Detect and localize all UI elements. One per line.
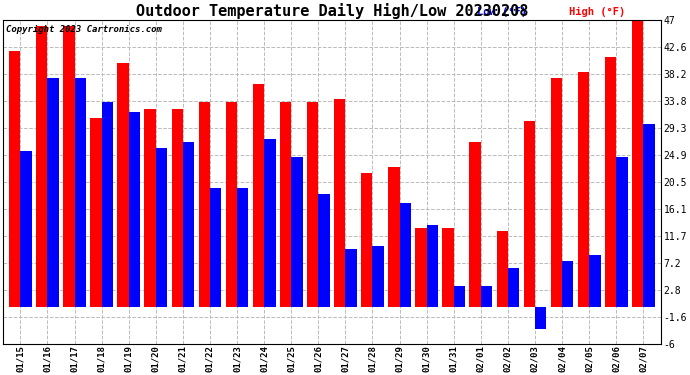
Bar — [361, 173, 373, 307]
Text: Low (°F): Low (°F) — [477, 7, 526, 17]
Bar — [426, 225, 438, 307]
Bar — [415, 228, 426, 307]
Bar — [21, 152, 32, 307]
Bar — [454, 286, 465, 307]
Bar — [172, 109, 183, 307]
Title: Outdoor Temperature Daily High/Low 20230208: Outdoor Temperature Daily High/Low 20230… — [136, 3, 528, 19]
Bar — [442, 228, 454, 307]
Bar — [373, 246, 384, 307]
Bar — [400, 203, 411, 307]
Bar — [63, 26, 75, 307]
Bar — [144, 109, 156, 307]
Bar — [605, 57, 616, 307]
Bar — [90, 118, 101, 307]
Bar — [562, 261, 573, 307]
Bar — [481, 286, 492, 307]
Bar — [199, 102, 210, 307]
Bar — [210, 188, 221, 307]
Bar — [117, 63, 129, 307]
Bar — [388, 166, 400, 307]
Bar — [101, 102, 113, 307]
Bar — [508, 267, 520, 307]
Bar — [469, 142, 481, 307]
Bar — [318, 194, 330, 307]
Bar — [578, 72, 589, 307]
Bar — [535, 307, 546, 328]
Bar — [551, 78, 562, 307]
Bar — [616, 158, 628, 307]
Bar — [497, 231, 508, 307]
Text: Copyright 2023 Cartronics.com: Copyright 2023 Cartronics.com — [6, 25, 162, 34]
Bar — [524, 121, 535, 307]
Bar — [156, 148, 167, 307]
Text: High (°F): High (°F) — [569, 7, 625, 17]
Bar — [291, 158, 303, 307]
Bar — [183, 142, 195, 307]
Bar — [346, 249, 357, 307]
Bar — [643, 124, 655, 307]
Bar — [48, 78, 59, 307]
Bar — [264, 139, 275, 307]
Bar — [632, 20, 643, 307]
Bar — [226, 102, 237, 307]
Bar — [237, 188, 248, 307]
Bar — [9, 51, 21, 307]
Bar — [75, 78, 86, 307]
Bar — [280, 102, 291, 307]
Bar — [589, 255, 600, 307]
Bar — [253, 84, 264, 307]
Bar — [334, 99, 346, 307]
Bar — [307, 102, 318, 307]
Bar — [129, 112, 140, 307]
Bar — [36, 26, 48, 307]
